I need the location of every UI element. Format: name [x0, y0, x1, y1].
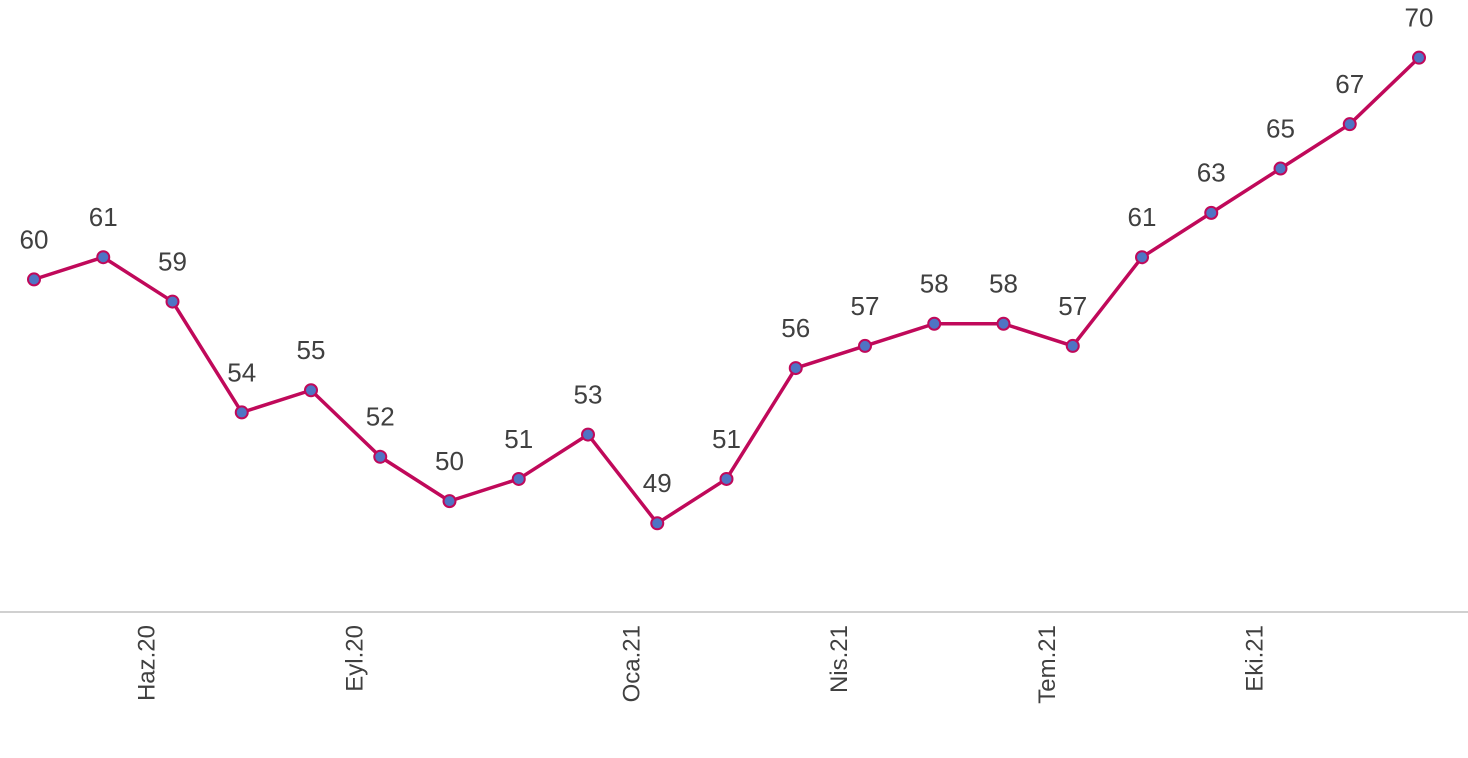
data-label: 53	[574, 379, 603, 409]
data-label: 52	[366, 402, 395, 432]
marker	[1342, 117, 1357, 132]
data-label: 61	[1128, 202, 1157, 232]
marker	[1065, 338, 1080, 353]
marker	[373, 449, 388, 464]
data-label: 57	[1058, 291, 1087, 321]
marker	[304, 383, 318, 398]
data-label: 63	[1197, 158, 1226, 188]
marker	[1204, 205, 1219, 220]
data-label: 55	[297, 335, 326, 365]
marker	[719, 471, 734, 486]
marker	[858, 338, 872, 353]
marker	[996, 316, 1011, 331]
data-label: 51	[712, 424, 741, 454]
marker	[788, 361, 803, 376]
x-tick-label: Eyl.20	[341, 625, 368, 692]
marker	[442, 494, 457, 509]
data-label: 57	[851, 291, 880, 321]
data-label: 58	[920, 269, 949, 299]
data-label: 59	[158, 246, 187, 276]
marker	[650, 516, 665, 531]
data-label: 56	[781, 313, 810, 343]
marker	[1273, 161, 1288, 176]
x-tick-label: Haz.20	[134, 625, 161, 701]
data-label: 58	[989, 269, 1018, 299]
marker	[234, 405, 249, 420]
marker	[165, 294, 180, 309]
data-label: 70	[1405, 3, 1434, 33]
x-tick-label: Oca.21	[618, 625, 645, 702]
data-label: 49	[643, 468, 672, 498]
x-tick-label: Nis.21	[826, 625, 853, 693]
marker	[96, 250, 111, 265]
x-tick-label: Eki.21	[1242, 625, 1269, 692]
marker	[927, 316, 942, 331]
marker	[1135, 250, 1149, 265]
data-label: 65	[1266, 113, 1295, 143]
marker	[511, 471, 526, 486]
data-label: 54	[227, 357, 256, 387]
marker	[581, 427, 595, 442]
data-label: 61	[89, 202, 118, 232]
x-tick-label: Tem.21	[1034, 625, 1061, 704]
data-label: 51	[504, 424, 533, 454]
data-label: 50	[435, 446, 464, 476]
data-label: 67	[1335, 69, 1364, 99]
data-label: 60	[20, 224, 49, 254]
marker	[27, 272, 41, 287]
marker	[1412, 50, 1426, 65]
